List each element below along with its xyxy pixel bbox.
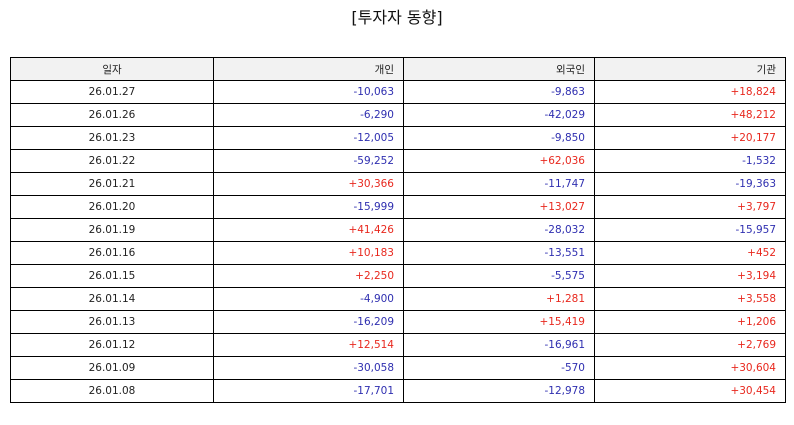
table-row: 26.01.19 +41,426 -28,032 -15,957 xyxy=(10,218,786,242)
header-individual: 개인 xyxy=(213,57,404,81)
foreign-cell: -12,978 xyxy=(403,379,595,403)
date-cell: 26.01.14 xyxy=(10,287,214,311)
individual-cell: -30,058 xyxy=(213,356,404,380)
date-cell: 26.01.20 xyxy=(10,195,214,219)
table-body: 26.01.27 -10,063 -9,863 +18,824 26.01.26 -6,2… xyxy=(10,80,786,403)
institution-cell: -19,363 xyxy=(594,172,786,196)
date-cell: 26.01.19 xyxy=(10,218,214,242)
institution-cell: +18,824 xyxy=(594,80,786,104)
foreign-cell: -570 xyxy=(403,356,595,380)
foreign-cell: -11,747 xyxy=(403,172,595,196)
institution-cell: +2,769 xyxy=(594,333,786,357)
table-row: 26.01.20 -15,999 +13,027 +3,797 xyxy=(10,195,786,219)
institution-cell: +20,177 xyxy=(594,126,786,150)
institution-cell: +3,558 xyxy=(594,287,786,311)
date-cell: 26.01.26 xyxy=(10,103,214,127)
foreign-cell: -16,961 xyxy=(403,333,595,357)
institution-cell: +48,212 xyxy=(594,103,786,127)
individual-cell: -10,063 xyxy=(213,80,404,104)
date-cell: 26.01.15 xyxy=(10,264,214,288)
table-row: 26.01.22 -59,252 +62,036 -1,532 xyxy=(10,149,786,173)
individual-cell: -6,290 xyxy=(213,103,404,127)
individual-cell: -59,252 xyxy=(213,149,404,173)
individual-cell: +41,426 xyxy=(213,218,404,242)
individual-cell: -15,999 xyxy=(213,195,404,219)
individual-cell: +2,250 xyxy=(213,264,404,288)
foreign-cell: -13,551 xyxy=(403,241,595,265)
institution-cell: +1,206 xyxy=(594,310,786,334)
individual-cell: +12,514 xyxy=(213,333,404,357)
table-header-row: 일자 개인 외국인 기관 xyxy=(10,57,786,81)
date-cell: 26.01.09 xyxy=(10,356,214,380)
date-cell: 26.01.21 xyxy=(10,172,214,196)
header-date: 일자 xyxy=(10,57,214,81)
table-row: 26.01.23 -12,005 -9,850 +20,177 xyxy=(10,126,786,150)
date-cell: 26.01.13 xyxy=(10,310,214,334)
page-title: [투자자 동향] xyxy=(351,8,443,27)
header-foreign: 외국인 xyxy=(403,57,595,81)
date-cell: 26.01.27 xyxy=(10,80,214,104)
foreign-cell: -9,850 xyxy=(403,126,595,150)
table-row: 26.01.14 -4,900 +1,281 +3,558 xyxy=(10,287,786,311)
date-cell: 26.01.23 xyxy=(10,126,214,150)
table-row: 26.01.15 +2,250 -5,575 +3,194 xyxy=(10,264,786,288)
individual-cell: +10,183 xyxy=(213,241,404,265)
table-row: 26.01.12 +12,514 -16,961 +2,769 xyxy=(10,333,786,357)
foreign-cell: +15,419 xyxy=(403,310,595,334)
table-row: 26.01.16 +10,183 -13,551 +452 xyxy=(10,241,786,265)
header-institution: 기관 xyxy=(594,57,786,81)
investor-trend-table: 일자 개인 외국인 기관 26.01.27 -10,063 -9,863 +18,82… xyxy=(10,57,786,403)
institution-cell: +30,454 xyxy=(594,379,786,403)
foreign-cell: -28,032 xyxy=(403,218,595,242)
foreign-cell: -9,863 xyxy=(403,80,595,104)
table-row: 26.01.27 -10,063 -9,863 +18,824 xyxy=(10,80,786,104)
individual-cell: -17,701 xyxy=(213,379,404,403)
individual-cell: -4,900 xyxy=(213,287,404,311)
institution-cell: +452 xyxy=(594,241,786,265)
individual-cell: -12,005 xyxy=(213,126,404,150)
institution-cell: +3,797 xyxy=(594,195,786,219)
table-row: 26.01.08 -17,701 -12,978 +30,454 xyxy=(10,379,786,403)
date-cell: 26.01.08 xyxy=(10,379,214,403)
table-row: 26.01.13 -16,209 +15,419 +1,206 xyxy=(10,310,786,334)
institution-cell: -15,957 xyxy=(594,218,786,242)
date-cell: 26.01.16 xyxy=(10,241,214,265)
foreign-cell: -5,575 xyxy=(403,264,595,288)
institution-cell: -1,532 xyxy=(594,149,786,173)
table-row: 26.01.26 -6,290 -42,029 +48,212 xyxy=(10,103,786,127)
individual-cell: -16,209 xyxy=(213,310,404,334)
date-cell: 26.01.12 xyxy=(10,333,214,357)
table-row: 26.01.21 +30,366 -11,747 -19,363 xyxy=(10,172,786,196)
foreign-cell: +13,027 xyxy=(403,195,595,219)
table-row: 26.01.09 -30,058 -570 +30,604 xyxy=(10,356,786,380)
foreign-cell: -42,029 xyxy=(403,103,595,127)
institution-cell: +30,604 xyxy=(594,356,786,380)
institution-cell: +3,194 xyxy=(594,264,786,288)
individual-cell: +30,366 xyxy=(213,172,404,196)
foreign-cell: +62,036 xyxy=(403,149,595,173)
date-cell: 26.01.22 xyxy=(10,149,214,173)
foreign-cell: +1,281 xyxy=(403,287,595,311)
